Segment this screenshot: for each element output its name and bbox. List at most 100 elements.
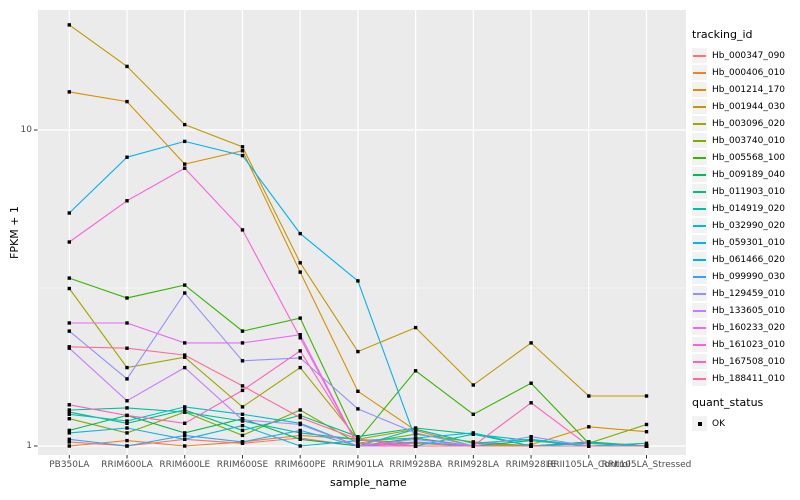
legend-item: Hb_161023_010 <box>692 336 798 353</box>
data-point <box>240 359 245 363</box>
data-point <box>67 90 71 94</box>
y-tick-label: 10 <box>20 125 32 135</box>
legend-key <box>692 167 707 182</box>
color-swatch-line <box>693 377 706 380</box>
legend-item: Hb_160233_020 <box>692 319 798 336</box>
data-point <box>356 407 360 411</box>
legend-item-label: Hb_009189_040 <box>712 169 786 180</box>
data-point <box>587 444 591 448</box>
data-point <box>644 444 649 448</box>
data-point <box>298 413 302 418</box>
data-point <box>644 422 649 427</box>
legend-item-label: Hb_001944_030 <box>712 101 786 112</box>
data-point <box>183 365 187 370</box>
color-swatch-line <box>693 54 706 57</box>
data-point <box>67 403 71 407</box>
legend-item: Hb_001214_170 <box>692 81 798 98</box>
data-point <box>240 388 245 393</box>
data-point <box>298 415 302 420</box>
data-point <box>125 296 129 300</box>
data-point <box>413 440 418 444</box>
legend-key <box>692 235 707 250</box>
data-point <box>183 410 187 414</box>
x-axis-title: sample_name <box>330 476 407 489</box>
x-tick-label: RRIM928LE <box>505 460 557 470</box>
color-swatch-line <box>693 156 706 159</box>
data-point <box>298 408 302 412</box>
legend-key <box>692 82 707 97</box>
x-tick-label: RRII105LA_Stressed <box>601 460 692 470</box>
legend-item: Hb_099990_030 <box>692 268 798 285</box>
data-point <box>125 421 129 425</box>
legend-item-label: Hb_059301_010 <box>712 237 786 248</box>
data-point <box>587 441 591 445</box>
legend-item-label: Hb_129459_010 <box>712 288 786 299</box>
legend-key <box>692 303 707 318</box>
data-point <box>356 349 360 354</box>
legend-item: Hb_129459_010 <box>692 285 798 302</box>
data-point <box>67 408 71 412</box>
legend-key <box>692 99 707 114</box>
legend-item-label: Hb_005568_100 <box>712 152 786 163</box>
color-swatch-line <box>693 105 706 108</box>
color-swatch-line <box>693 139 706 142</box>
data-point <box>125 444 129 448</box>
legend-item-label: Hb_160233_020 <box>712 322 786 333</box>
data-point <box>125 155 129 159</box>
data-point <box>183 291 187 295</box>
data-point <box>125 365 129 370</box>
legend-item: Hb_011903_010 <box>692 183 798 200</box>
data-point <box>471 441 475 445</box>
x-tick-label: RRIM600SE <box>216 460 269 470</box>
legend-item-label: Hb_061466_020 <box>712 254 786 265</box>
data-point <box>413 325 418 330</box>
data-point <box>240 329 245 333</box>
data-point <box>240 228 245 232</box>
legend-item-label: Hb_099990_030 <box>712 271 786 282</box>
data-point <box>240 405 245 409</box>
data-point <box>587 425 591 429</box>
data-point <box>471 431 475 435</box>
legend-key <box>692 354 707 369</box>
data-point <box>240 149 245 153</box>
data-point <box>183 405 187 409</box>
x-tick-label: RRIM600LE <box>159 460 211 470</box>
legend-item-ok: OK <box>692 415 798 432</box>
data-point <box>298 433 302 438</box>
color-swatch-line <box>693 326 706 329</box>
data-point <box>298 316 302 320</box>
legend-key <box>692 320 707 335</box>
data-point <box>125 321 129 325</box>
data-point <box>413 369 418 373</box>
data-point <box>67 286 71 291</box>
legend-key <box>692 201 707 216</box>
data-point <box>471 444 475 448</box>
legend-item-label: Hb_188411_010 <box>712 373 786 384</box>
data-point <box>413 437 418 441</box>
color-swatch-line <box>693 224 706 227</box>
legend-items: Hb_000347_090 Hb_000406_010 Hb_001214_170 H… <box>692 47 798 387</box>
data-point <box>356 444 360 448</box>
data-point <box>125 99 129 104</box>
legend-item-label: Hb_161023_010 <box>712 339 786 350</box>
color-swatch-line <box>693 190 706 193</box>
legend-item-label: Hb_001214_170 <box>712 84 786 95</box>
data-point <box>413 431 418 435</box>
data-point <box>240 412 245 416</box>
data-point <box>298 428 302 433</box>
data-point <box>183 355 187 359</box>
legend-item: Hb_014919_020 <box>692 200 798 217</box>
data-point <box>240 384 245 388</box>
data-point <box>356 389 360 393</box>
legend-key-ok <box>692 416 707 431</box>
x-tick-label: RRIM901LA <box>332 460 384 470</box>
legend-item: Hb_167508_010 <box>692 353 798 370</box>
legend-key <box>692 116 707 131</box>
legend-key <box>692 371 707 386</box>
data-point <box>587 394 591 398</box>
x-tick-label: RRIM928BA <box>389 460 442 470</box>
legend-key <box>692 337 707 352</box>
data-point <box>67 410 71 414</box>
data-point <box>240 153 245 158</box>
